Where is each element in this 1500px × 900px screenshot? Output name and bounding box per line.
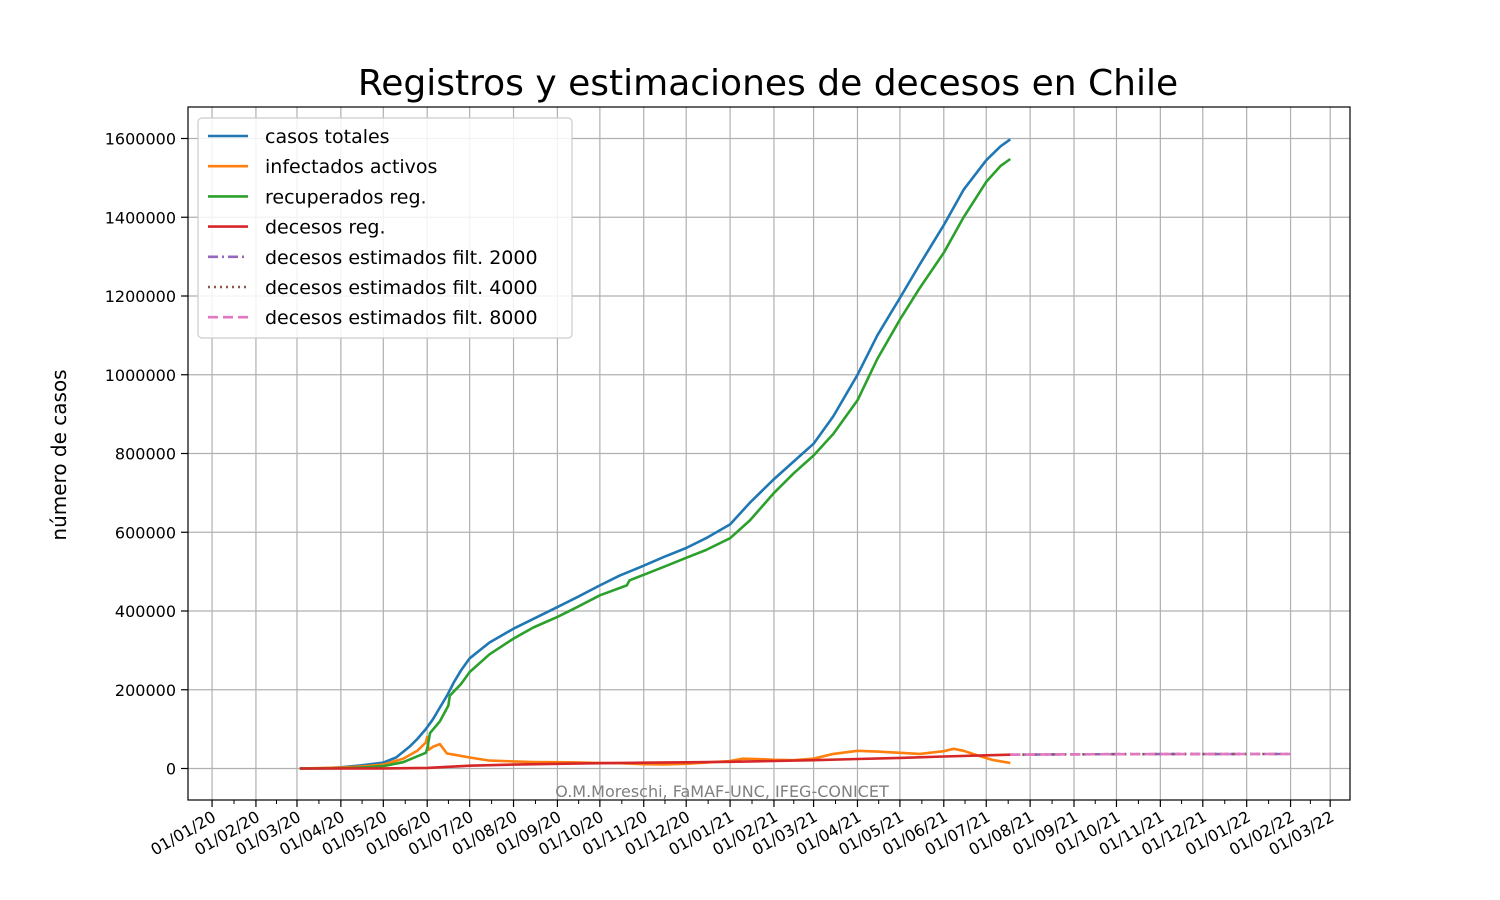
y-tick-label: 0 [166, 760, 176, 779]
y-tick-label: 800000 [115, 445, 176, 464]
legend-entry: recuperados reg. [265, 186, 427, 208]
y-tick-label: 600000 [115, 523, 176, 542]
y-tick-label: 400000 [115, 602, 176, 621]
legend-entry: infectados activos [265, 156, 437, 178]
y-axis-label: número de casos [47, 369, 71, 540]
legend-box [197, 117, 573, 339]
legend-entry: decesos estimados filt. 8000 [265, 307, 538, 329]
y-tick-label: 1200000 [105, 287, 176, 306]
legend-entry: casos totales [265, 126, 390, 148]
y-tick-label: 200000 [115, 681, 176, 700]
series-line-7 [1010, 752, 1291, 756]
y-tick-label: 1400000 [105, 208, 176, 227]
legend: casos totales infectados activos recuperad… [197, 117, 573, 339]
y-tick-label: 1000000 [105, 366, 176, 385]
chart-title: Registros y estimaciones de decesos en C… [358, 63, 1178, 104]
y-axis: 0 200000 400000 600000 800000 1000000 1200000 1… [105, 130, 188, 779]
series-line-3 [299, 157, 1012, 770]
credit-text: O.M.Moreschi, FaMAF-UNC, IFEG-CONICET [555, 782, 889, 801]
legend-entry: decesos reg. [265, 217, 386, 239]
legend-entry: decesos estimados filt. 2000 [265, 247, 538, 269]
series-line-4 [299, 753, 1011, 770]
y-tick-label: 1600000 [105, 130, 176, 149]
series-line-1 [299, 138, 1012, 770]
series-layer [299, 138, 1291, 770]
legend-entry: decesos estimados filt. 4000 [265, 277, 538, 299]
